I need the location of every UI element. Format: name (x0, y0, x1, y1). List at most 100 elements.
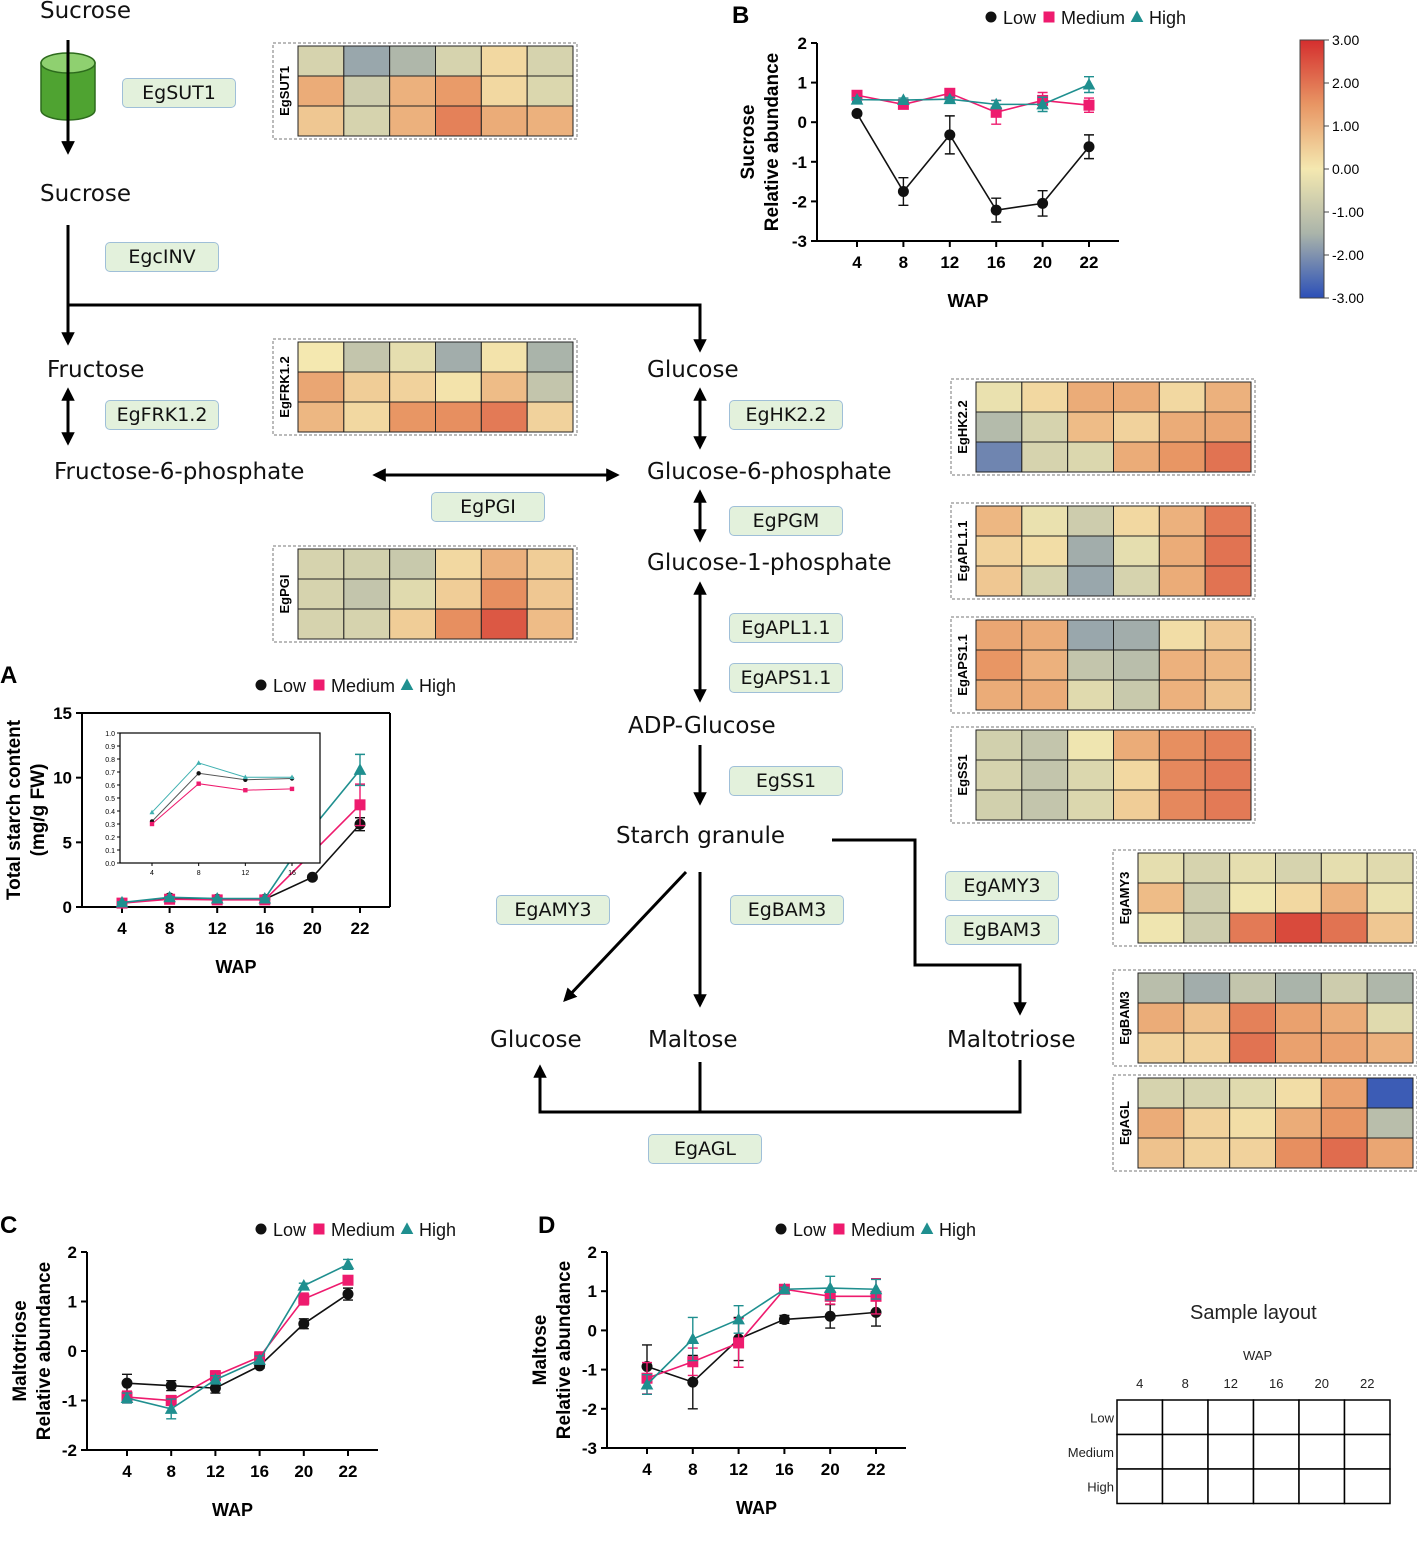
heatmap-cell (975, 505, 1023, 537)
data-point (289, 786, 295, 792)
heatmap-cell (435, 371, 482, 403)
heatmap-cell (297, 371, 345, 403)
legend-label: Low (1003, 8, 1037, 28)
heatmap-cell (1229, 882, 1276, 914)
heatmap-cell (435, 608, 482, 640)
y-tick-label: 0 (63, 898, 72, 917)
x-tick-label: 12 (940, 253, 959, 272)
y-axis-label: (mg/g FW) (28, 764, 49, 857)
heatmap-cell (526, 608, 574, 640)
heatmap-gene-label: EgAPL1.1 (955, 521, 970, 582)
heatmap-cell (1021, 535, 1069, 567)
heatmap-cell (975, 789, 1023, 821)
data-point (833, 1223, 845, 1235)
series-high (640, 1275, 883, 1395)
y-axis-label: Relative abundance (554, 1261, 575, 1439)
inset-y-tick-label: 0.5 (105, 796, 115, 803)
heatmap-cell (1021, 789, 1069, 821)
heatmap-cell (975, 411, 1023, 443)
panel-label-c: C (0, 1212, 18, 1239)
data-point (943, 92, 957, 105)
heatmap-cell (435, 341, 482, 373)
metabolite-sucrose-outside: Sucrose (40, 0, 131, 24)
enzyme-egbam3-right: EgBAM3 (945, 915, 1059, 945)
inset-x-tick-label: 4 (150, 870, 154, 877)
y-tick-label: 1 (798, 74, 807, 93)
heatmap-cell (1113, 649, 1160, 681)
data-point (897, 93, 910, 105)
heatmap-cell (297, 105, 345, 137)
heatmap-cell (1204, 679, 1252, 711)
sample-layout-column-label: 16 (1269, 1376, 1283, 1391)
heatmap-cell (1113, 411, 1160, 443)
heatmap-cell (1158, 679, 1206, 711)
heatmap-gene-label: EgFRK1.2 (277, 356, 292, 417)
heatmap-cell (1113, 619, 1160, 651)
heatmap-cell (1275, 972, 1322, 1004)
inset-y-tick-label: 0.9 (105, 744, 115, 751)
data-point (313, 1223, 325, 1235)
heatmap-cell (1158, 505, 1206, 537)
heatmap-egfrk: EgFRK1.2 (272, 338, 578, 436)
data-point (686, 1332, 700, 1344)
y-tick-label: -2 (792, 192, 807, 211)
heatmap-cell (389, 45, 436, 77)
data-point (306, 871, 318, 883)
inset-y-tick-label: 0.3 (105, 822, 115, 829)
heatmap-cell (526, 45, 574, 77)
data-point (687, 1356, 699, 1368)
sample-layout-cell (1343, 1468, 1391, 1505)
arrow-starch-glucose (563, 870, 688, 1002)
data-point (990, 204, 1002, 216)
data-point (209, 1373, 222, 1385)
data-point (121, 1377, 133, 1389)
data-point (1083, 99, 1095, 111)
data-point (289, 774, 295, 780)
y-axis-label: Maltose (530, 1315, 551, 1386)
data-point (1037, 197, 1049, 209)
heatmap-cell (1204, 441, 1252, 473)
line-maltotriose-join (700, 1060, 1022, 1114)
heatmap-cell (1320, 1032, 1368, 1064)
heatmap-egagl: EgAGL (1112, 1074, 1417, 1172)
enzyme-egaps: EgAPS1.1 (729, 663, 843, 693)
x-tick-label: 4 (117, 919, 127, 938)
heatmap-cell (526, 105, 574, 137)
x-tick-label: 20 (303, 919, 322, 938)
y-tick-label: 1 (588, 1282, 597, 1301)
colorbar-tick-label: 1.00 (1332, 118, 1359, 134)
sample-layout-column-label: 22 (1360, 1376, 1374, 1391)
panel-label-d: D (538, 1212, 556, 1239)
x-tick-label: 20 (294, 1462, 313, 1481)
heatmap-cell (1275, 852, 1322, 884)
data-point (242, 774, 248, 780)
heatmap-cell (1021, 565, 1069, 597)
enzyme-egcinv: EgcINV (105, 242, 219, 272)
data-point (687, 1376, 699, 1388)
sample-layout-grid: 4 8 12 16 20 22 Low Medium High (1068, 1376, 1391, 1505)
transporter-cylinder-icon (40, 40, 96, 155)
heatmap-cell (1158, 789, 1206, 821)
heatmap-cell (1183, 1077, 1231, 1109)
data-point (209, 1382, 221, 1394)
legend-label: Low (793, 1220, 827, 1240)
data-point (824, 1310, 836, 1322)
heatmap-cell (1137, 882, 1185, 914)
data-point (163, 890, 176, 903)
heatmap-cell (1137, 912, 1185, 944)
metabolite-glucose-6-phosphate: Glucose-6-phosphate (647, 459, 892, 485)
x-tick-label: 8 (166, 1462, 175, 1481)
heatmap-cell (1137, 1077, 1185, 1109)
heatmap-cell (1204, 729, 1252, 761)
y-tick-label: -1 (582, 1361, 597, 1380)
heatmap-cell (1229, 912, 1276, 944)
heatmap-cell (389, 548, 436, 580)
arrow-starch-maltotriose (832, 838, 1027, 1016)
enzyme-egbam3-mid: EgBAM3 (730, 895, 844, 925)
data-point (313, 679, 325, 691)
heatmap-cell (1183, 1137, 1231, 1169)
series-line (646, 1288, 876, 1379)
heatmap-cell (526, 578, 574, 610)
heatmap-cell (1229, 1002, 1276, 1034)
data-point (196, 771, 201, 776)
